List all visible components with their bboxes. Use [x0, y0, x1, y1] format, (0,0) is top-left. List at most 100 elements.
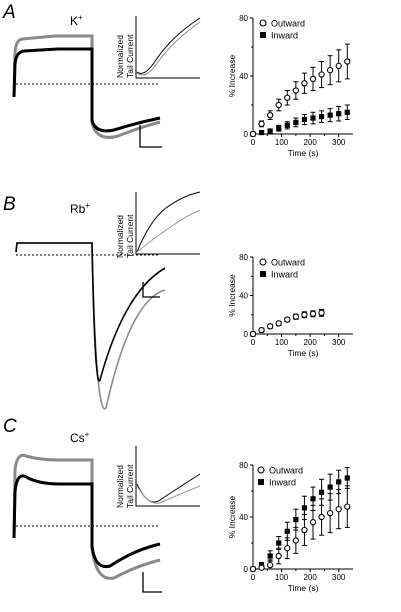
data-point-circle — [318, 309, 325, 316]
scatter-plot-a: 0 40 80 0 100 200 300 Time (s) % Increase Outward… — [227, 14, 353, 158]
legend-entry-inward: Inward — [260, 270, 298, 280]
legend-label: Inward — [269, 478, 296, 488]
x-tick-label: 100 — [275, 573, 289, 582]
x-tick-label: 0 — [251, 138, 256, 147]
data-point-square — [267, 128, 273, 134]
x-tick-label: 0 — [251, 573, 256, 582]
trace-black-c — [12, 474, 161, 569]
data-point-circle — [249, 565, 257, 573]
legend-label: Outward — [269, 466, 303, 476]
current-traces-c — [12, 453, 162, 593]
data-point-circle — [301, 311, 308, 318]
legend-marker-square — [260, 32, 266, 38]
data-point-circle — [335, 506, 342, 513]
trace-black-a — [12, 47, 161, 133]
trace-gray-a — [12, 34, 161, 139]
inset-label-2-c: Tail Current — [125, 464, 135, 508]
data-point-circle — [318, 513, 325, 521]
x-tick-label: 200 — [303, 338, 317, 347]
x-tick-label: 100 — [275, 138, 289, 147]
legend-marker-circle — [257, 466, 265, 474]
legend-label: Outward — [271, 19, 305, 29]
scatter-plot-b: 0 40 80 0 100 200 300 Time (s) % Increase Outward… — [227, 253, 353, 358]
inset-axes-a — [135, 16, 200, 79]
scale-bar-a — [139, 125, 162, 148]
current-traces-b — [15, 242, 166, 410]
data-point-square — [276, 540, 282, 546]
legend-marker-square — [260, 271, 266, 277]
x-tick-label: 200 — [303, 573, 317, 582]
panel-letter-a: A — [2, 2, 16, 23]
x-tick-label: 100 — [275, 338, 289, 347]
x-tick-label: 300 — [332, 573, 346, 582]
y-tick-label: 40 — [239, 292, 248, 301]
legend-entry-outward: Outward — [259, 19, 305, 29]
data-point-circle — [326, 509, 334, 517]
data-point-circle — [344, 503, 351, 510]
inset-label-1-b: Normalized — [115, 215, 125, 258]
scatter-plot-c: 0 40 80 0 100 200 300 Time (s) % Increase Outward… — [227, 461, 353, 593]
data-point-circle — [335, 62, 342, 69]
inset-trace-black-a — [136, 17, 201, 74]
legend-marker-circle — [259, 19, 267, 27]
series-inward — [250, 104, 350, 137]
data-point-circle — [292, 87, 300, 94]
legend-label: Outward — [271, 258, 305, 268]
panel-letter-b: B — [3, 194, 16, 215]
data-point-square — [336, 111, 342, 117]
y-tick-label: 80 — [239, 14, 248, 23]
data-point-circle — [301, 526, 308, 534]
data-point-square — [301, 505, 308, 511]
inset-trace-gray-c — [136, 485, 201, 504]
y-tick-label: 0 — [244, 565, 249, 574]
inset-trace-black-b — [136, 191, 201, 253]
data-point-circle — [292, 537, 300, 544]
data-point-square — [327, 112, 333, 118]
trace-black-b — [15, 242, 166, 382]
x-tick-label: 300 — [332, 138, 346, 147]
legend-label: Inward — [271, 270, 298, 280]
data-point-square — [310, 115, 316, 121]
data-point-square — [344, 475, 350, 481]
inset-b: Normalized Tail Current — [115, 191, 201, 258]
data-point-square — [336, 479, 342, 485]
data-point-square — [318, 489, 325, 495]
data-point-circle — [318, 71, 325, 78]
legend-label: Inward — [271, 31, 298, 41]
data-point-circle — [249, 330, 257, 338]
data-point-circle — [275, 320, 282, 327]
inset-c: Normalized Tail Current — [115, 446, 201, 508]
ion-label-b: Rb+ — [70, 201, 90, 216]
series-outward — [249, 43, 351, 138]
data-point-circle — [284, 316, 291, 323]
inset-label-2-a: Tail Current — [125, 34, 135, 78]
legend-entry-inward: Inward — [258, 478, 296, 488]
x-tick-label: 200 — [303, 138, 317, 147]
legend-entry-outward: Outward — [259, 258, 305, 268]
x-tick-label: 300 — [332, 338, 346, 347]
y-tick-label: 40 — [239, 513, 248, 522]
y-tick-label: 80 — [239, 253, 248, 262]
data-point-circle — [309, 310, 317, 317]
inset-axes-b — [135, 192, 200, 255]
y-tick-label: 0 — [244, 330, 249, 339]
series-outward — [249, 485, 351, 573]
scale-bar-c — [142, 572, 162, 593]
x-axis-label: Time (s) — [288, 583, 319, 593]
scale-bar-b — [142, 282, 160, 298]
y-tick-label: 80 — [239, 461, 248, 470]
data-point-circle — [326, 67, 334, 74]
data-point-circle — [301, 80, 308, 87]
data-point-circle — [309, 75, 317, 83]
legend-marker-circle — [259, 258, 267, 266]
data-point-circle — [266, 561, 274, 569]
inset-label-1-c: Normalized — [115, 465, 125, 508]
data-point-square — [301, 116, 308, 123]
trace-gray-c — [12, 453, 161, 580]
ion-label-a: K+ — [70, 13, 83, 28]
data-point-square — [284, 122, 290, 128]
data-point-square — [258, 129, 265, 136]
data-point-circle — [249, 130, 257, 138]
data-point-circle — [284, 545, 291, 552]
